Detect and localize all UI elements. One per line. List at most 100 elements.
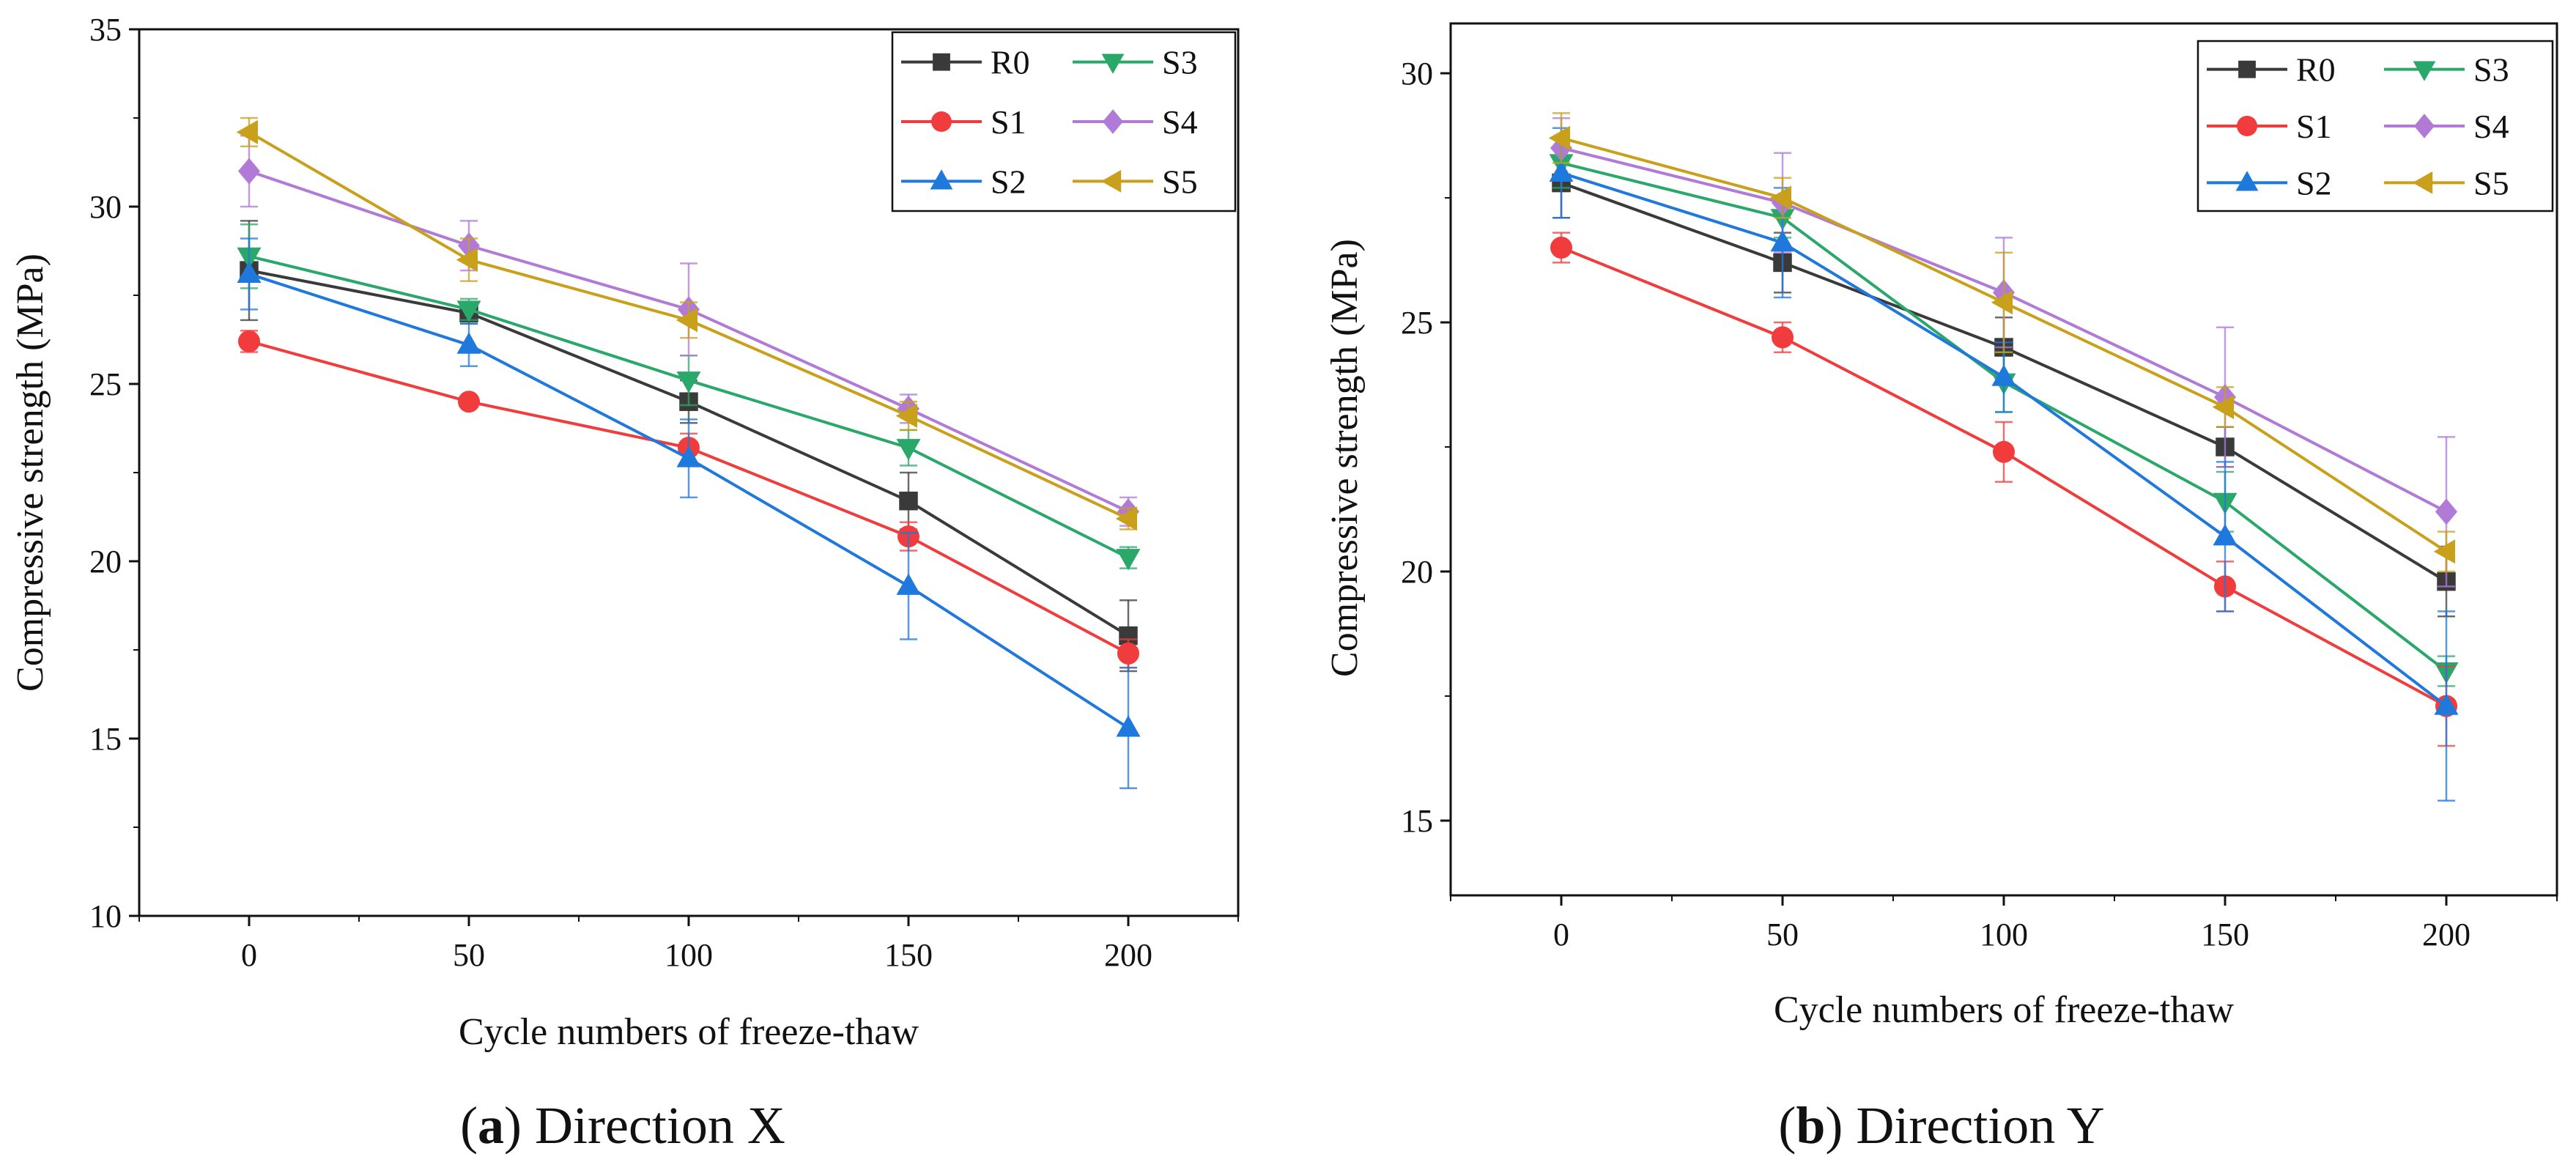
x-tick-label-a-4: 200: [1104, 937, 1152, 973]
x-tick-label-a-2: 100: [665, 937, 713, 973]
data-point-b-S2-2: [1991, 364, 2016, 386]
data-point-a-S5-1: [456, 248, 478, 273]
legend-item-b-S1: S1: [2207, 108, 2332, 145]
legend-marker-a-S4: [1103, 109, 1123, 134]
caption-text-b: Direction Y: [1856, 1096, 2104, 1155]
series-a-S3: [237, 223, 1141, 571]
x-ticks-b: 0 50 100 150 200: [1450, 895, 2558, 953]
y-tick-label-a-3: 25: [89, 366, 122, 402]
legend-item-b-S4: S4: [2384, 108, 2509, 145]
data-point-b-S1-1: [1772, 326, 1794, 349]
x-axis-title-b: Cycle numbers of freeze-thaw: [1774, 989, 2234, 1031]
legend-label-b-S1: S1: [2296, 108, 2332, 145]
legend-item-a-S3: S3: [1073, 44, 1198, 81]
series-b-S5: [1548, 112, 2455, 573]
y-ticks-b: 15 20 25 30: [1401, 56, 1451, 839]
legend-a: R0 S3 S1 S4 S2 S5: [891, 31, 1237, 212]
caption-b: (b) Direction Y: [1778, 1096, 2104, 1155]
panel-a: 10 15 20 25 30 35 0 50 100 150 200 Compressive st…: [10, 12, 1240, 1155]
y-tick-label-a-2: 20: [89, 544, 122, 580]
legend-marker-a-R0: [933, 53, 950, 71]
legend-label-a-S3: S3: [1162, 44, 1198, 81]
legend-label-b-S4: S4: [2473, 108, 2509, 145]
legend-label-a-S2: S2: [991, 163, 1026, 200]
data-point-a-S2-1: [456, 332, 481, 354]
legend-item-a-S2: S2: [901, 163, 1026, 200]
x-tick-label-b-4: 200: [2422, 917, 2470, 953]
data-point-b-S2-4: [2434, 693, 2459, 715]
caption-text-a: Direction X: [535, 1096, 785, 1155]
data-point-a-S2-2: [676, 445, 701, 467]
x-tick-label-b-2: 100: [1980, 917, 2028, 953]
series-a-S5: [236, 116, 1137, 531]
legend-marker-b-S4: [2414, 114, 2435, 138]
x-tick-label-b-3: 150: [2201, 917, 2249, 953]
legend-label-a-S5: S5: [1162, 163, 1198, 200]
legend-item-a-R0: R0: [901, 44, 1030, 81]
legend-label-a-S4: S4: [1162, 103, 1198, 141]
y-tick-label-b-3: 30: [1401, 56, 1433, 92]
legend-marker-b-S1: [2237, 116, 2257, 136]
data-point-a-S3-4: [1116, 549, 1141, 571]
y-tick-label-a-1: 15: [89, 721, 122, 757]
data-point-b-S1-2: [1993, 440, 2015, 463]
caption-letter-a: a: [478, 1096, 504, 1155]
data-point-a-S1-0: [238, 330, 260, 352]
data-point-b-S5-3: [2212, 395, 2234, 420]
caption-letter-b: b: [1796, 1096, 1825, 1155]
legend-label-b-S2: S2: [2296, 164, 2332, 201]
legend-label-a-R0: R0: [991, 44, 1030, 81]
plot-marks-b: [1548, 112, 2459, 802]
legend-item-b-R0: R0: [2207, 51, 2336, 89]
data-point-a-S3-1: [456, 300, 481, 322]
legend-item-a-S4: S4: [1073, 103, 1198, 141]
y-tick-label-a-4: 30: [89, 189, 122, 225]
legend-marker-a-S5: [1100, 169, 1122, 193]
data-point-a-S2-4: [1116, 715, 1141, 737]
data-point-a-S3-3: [896, 439, 921, 461]
legend-marker-a-S2: [930, 169, 953, 190]
data-point-a-S5-2: [676, 308, 697, 333]
legend-marker-a-S3: [1101, 53, 1125, 74]
legend-item-b-S3: S3: [2384, 51, 2509, 89]
data-point-b-S5-2: [1991, 290, 2013, 315]
data-point-a-S5-4: [1115, 506, 1137, 531]
data-point-a-R0-3: [899, 491, 918, 511]
x-axis-title-a: Cycle numbers of freeze-thaw: [459, 1011, 919, 1053]
legend-label-b-S5: S5: [2473, 164, 2509, 201]
y-tick-label-a-5: 35: [89, 12, 122, 48]
data-point-b-S5-0: [1548, 125, 1570, 150]
panel-b: 15 20 25 30 0 50 100 150 200 Compressive streng…: [1324, 22, 2558, 1155]
data-point-b-S2-0: [1549, 160, 1574, 182]
plot-marks-a: [236, 116, 1141, 790]
legend-marker-b-S5: [2412, 171, 2433, 194]
data-point-a-S1-4: [1117, 642, 1139, 665]
data-point-b-S5-1: [1769, 185, 1791, 210]
data-point-a-S3-2: [676, 371, 701, 393]
y-tick-label-b-0: 15: [1401, 803, 1433, 839]
data-point-b-S5-4: [2433, 539, 2455, 564]
y-ticks-a: 10 15 20 25 30 35: [89, 12, 139, 934]
x-tick-label-a-1: 50: [453, 937, 485, 973]
legend-label-b-R0: R0: [2296, 51, 2336, 89]
data-point-a-S2-3: [896, 573, 921, 595]
x-tick-label-a-0: 0: [241, 937, 257, 973]
y-axis-title-b: Compressive strength (MPa): [1324, 239, 1366, 677]
x-tick-label-a-3: 150: [884, 937, 933, 973]
x-tick-label-b-0: 0: [1553, 917, 1569, 953]
legend-b: R0 S3 S1 S4 S2 S5: [2196, 40, 2554, 212]
data-point-b-S2-3: [2213, 524, 2238, 546]
data-point-b-S4-4: [2435, 498, 2457, 525]
data-point-a-S5-0: [236, 119, 258, 144]
legend-item-a-S1: S1: [901, 103, 1026, 141]
caption-a: (a) Direction X: [460, 1096, 785, 1155]
data-point-a-S5-3: [895, 404, 917, 429]
legend-marker-b-S2: [2235, 171, 2259, 191]
y-tick-label-a-0: 10: [89, 898, 122, 934]
y-tick-label-b-1: 20: [1401, 554, 1433, 590]
legend-item-b-S5: S5: [2384, 164, 2509, 201]
legend-item-b-S2: S2: [2207, 164, 2332, 201]
legend-marker-a-S1: [931, 111, 952, 132]
legend-marker-b-S3: [2413, 61, 2436, 81]
